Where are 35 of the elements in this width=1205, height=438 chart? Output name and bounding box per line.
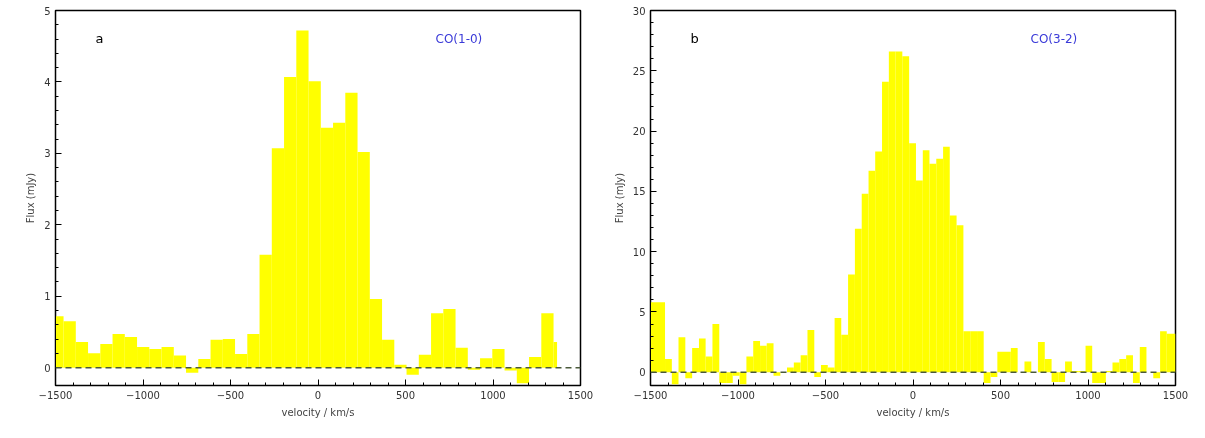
y-tick-label: 5 <box>44 5 51 17</box>
y-tick-label: 20 <box>632 126 646 138</box>
x-tick-label: −1000 <box>126 389 160 401</box>
y-tick-label: 25 <box>632 65 646 77</box>
x-axis-title: velocity / km/s <box>281 406 355 418</box>
y-tick-label: 15 <box>632 186 646 198</box>
y-tick-label: 1 <box>44 291 51 303</box>
x-tick-label: 1000 <box>1075 389 1101 401</box>
x-tick-label: 1500 <box>567 389 594 401</box>
y-tick-label: 30 <box>632 5 646 17</box>
annotation: a <box>95 30 104 46</box>
x-tick-label: 500 <box>990 389 1011 401</box>
x-tick-label: −1500 <box>633 389 668 401</box>
y-tick-label: 10 <box>632 246 646 258</box>
annotation: CO(3-2) <box>1030 31 1078 46</box>
annotation: CO(1-0) <box>435 31 483 46</box>
x-tick-label: 1000 <box>480 389 506 401</box>
x-axis-title: velocity / km/s <box>876 406 950 418</box>
y-tick-label: 5 <box>639 306 646 318</box>
x-tick-label: −500 <box>216 389 245 401</box>
x-tick-label: −1500 <box>38 389 73 401</box>
y-tick-label: 0 <box>639 367 646 379</box>
x-tick-label: −1000 <box>721 389 755 401</box>
y-axis-title: Flux (mJy) <box>613 172 625 224</box>
annotation: b <box>690 30 699 46</box>
x-tick-label: −500 <box>811 389 840 401</box>
x-tick-label: 1500 <box>1162 389 1189 401</box>
x-tick-label: 0 <box>314 389 322 401</box>
y-tick-label: 4 <box>44 76 51 88</box>
y-tick-label: 0 <box>44 362 51 374</box>
x-tick-label: 0 <box>909 389 917 401</box>
x-tick-label: 500 <box>395 389 416 401</box>
y-tick-label: 2 <box>44 219 51 231</box>
y-axis-title: Flux (mJy) <box>25 172 37 224</box>
y-tick-label: 3 <box>44 148 51 160</box>
